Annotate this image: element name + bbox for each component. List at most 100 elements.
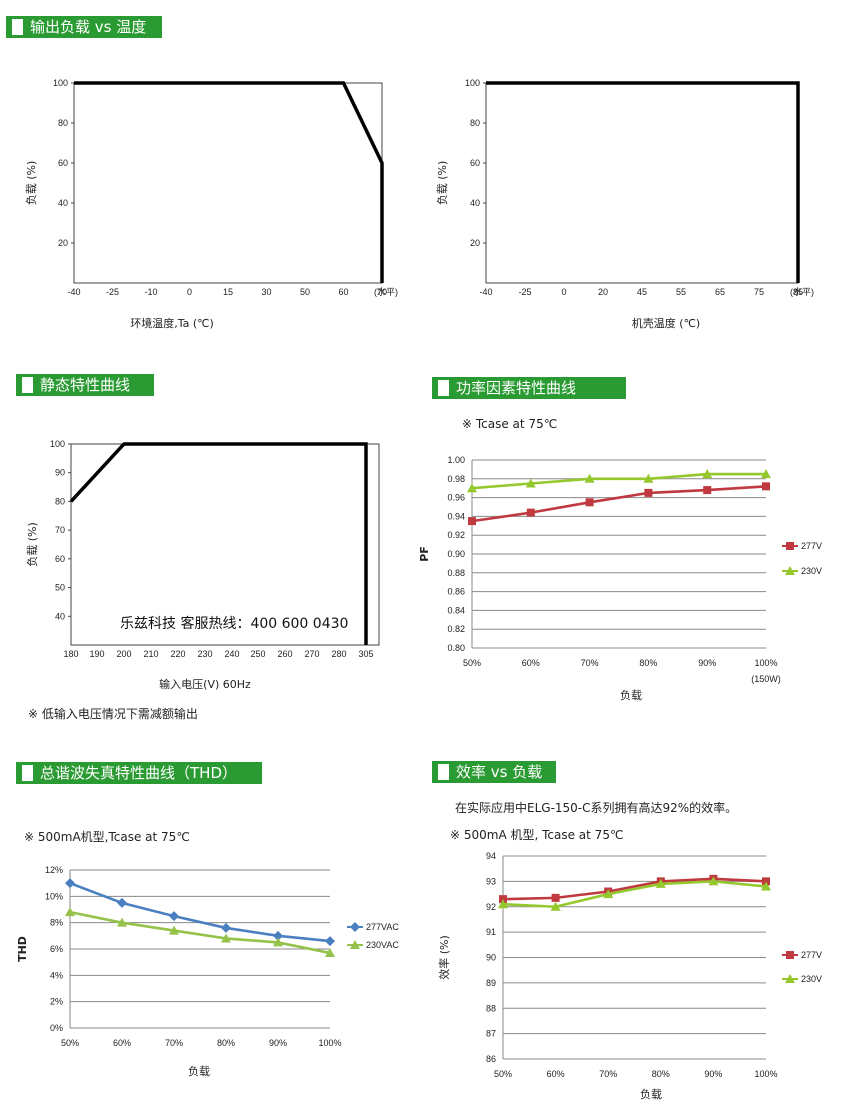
thd-y-tick-label: 6% <box>50 944 63 954</box>
derating_ambient-x-tick-label: -25 <box>106 287 119 297</box>
thd-legend-marker <box>350 922 360 932</box>
thd-data-point <box>325 936 335 947</box>
derating_case-x-tick-label: -40 <box>479 287 492 297</box>
section-title-efficiency: 效率 vs 负载 <box>432 761 556 783</box>
hotline-watermark: 乐兹科技 客服热线：400 600 0430 <box>120 616 349 632</box>
static-y-axis-label: 负载 (%) <box>25 522 39 567</box>
pf-y-tick-label: 0.98 <box>447 474 465 484</box>
pf-y-tick-label: 0.92 <box>447 530 465 540</box>
static-x-tick-label: 270 <box>304 649 319 659</box>
derating_ambient-y-axis-label: 负载 (%) <box>24 161 38 206</box>
efficiency-y-tick-label: 94 <box>486 851 496 861</box>
efficiency-y-axis-label: 效率 (%) <box>437 935 451 980</box>
efficiency-description: 在实际应用中ELG-150-C系列拥有高达92%的效率。 <box>455 801 738 815</box>
static-derating-line <box>69 442 368 645</box>
thd-y-tick-label: 2% <box>50 997 63 1007</box>
derating_ambient-x-tick-label: 70 <box>377 287 387 297</box>
thd-data-point <box>117 897 127 908</box>
pf-data-point <box>525 478 536 488</box>
thd-y-tick-label: 0% <box>50 1023 63 1033</box>
derating_case-y-tick-label: 80 <box>470 118 480 128</box>
pf-y-tick-label: 0.82 <box>447 624 465 634</box>
static-x-tick-label: 190 <box>89 649 104 659</box>
derating_case-derating-line <box>486 81 800 283</box>
efficiency-data-point <box>655 878 666 888</box>
thd-legend-label: 277VAC <box>366 922 399 932</box>
static-x-tick-label: 180 <box>63 649 78 659</box>
pf-x-tick-label: 80% <box>639 658 657 668</box>
pf-data-point <box>526 508 535 517</box>
thd-legend-marker <box>350 940 360 949</box>
derating_case-x-tick-label: 20 <box>598 287 608 297</box>
section-title-static: 静态特性曲线 <box>16 374 154 396</box>
pf-x-tick-label: 60% <box>522 658 540 668</box>
thd-x-tick-label: 90% <box>269 1038 287 1048</box>
pf-series-line <box>471 472 766 490</box>
efficiency-x-tick-label: 70% <box>599 1069 617 1079</box>
thd-data-point <box>117 917 127 927</box>
static-y-tick-label: 60 <box>55 554 65 564</box>
static-x-tick-label: 250 <box>250 649 265 659</box>
thd-data-point <box>325 947 335 957</box>
efficiency-legend-label: 230V <box>801 974 822 984</box>
static-plot-frame <box>70 443 380 646</box>
pf-data-point <box>644 488 653 497</box>
static-x-tick-label: 305 <box>358 649 373 659</box>
pf-y-tick-label: 0.86 <box>447 587 465 597</box>
thd-x-axis-label: 负载 <box>188 1064 210 1078</box>
pf-y-tick-label: 0.96 <box>447 493 465 503</box>
derating_case-x-tick-label: -25 <box>518 287 531 297</box>
derating_case-y-tick-label: 40 <box>470 198 480 208</box>
efficiency-y-tick-label: 89 <box>486 978 496 988</box>
derating_case-x-tick-label: 65 <box>715 287 725 297</box>
derating_ambient-x-tick-label: 60 <box>338 287 348 297</box>
static-x-tick-label: 240 <box>224 649 239 659</box>
thd-data-point <box>273 930 283 941</box>
pf-y-tick-label: 0.84 <box>447 605 465 615</box>
pf-y-tick-label: 0.88 <box>447 568 465 578</box>
pf-x-tick-label: 90% <box>698 658 716 668</box>
pf-legend-marker <box>786 542 794 550</box>
thd-y-tick-label: 4% <box>50 970 63 980</box>
pf-data-point <box>585 498 594 507</box>
efficiency-condition-note: ※ 500mA 机型, Tcase at 75℃ <box>450 828 624 842</box>
derating_case-y-tick-label: 100 <box>465 78 480 88</box>
derating_ambient-x-tick-label: -40 <box>67 287 80 297</box>
efficiency-x-tick-label: 90% <box>704 1069 722 1079</box>
thd-y-tick-label: 10% <box>45 891 63 901</box>
pf-x-tick-label: 70% <box>581 658 599 668</box>
derating_ambient-x-tick-label: 15 <box>223 287 233 297</box>
efficiency-y-tick-label: 88 <box>486 1003 496 1013</box>
thd-x-tick-label: 50% <box>61 1038 79 1048</box>
static-x-tick-label: 230 <box>197 649 212 659</box>
derating_case-y-tick-label: 20 <box>470 238 480 248</box>
derating_ambient-y-tick-label: 20 <box>58 238 68 248</box>
pf-data-point <box>467 483 477 493</box>
derating_ambient-y-tick-label: 80 <box>58 118 68 128</box>
derating_case-x-unit: (水平) <box>790 286 814 297</box>
section-title-load-vs-temp: 输出负载 vs 温度 <box>6 16 162 38</box>
efficiency-x-tick-label: 50% <box>494 1069 512 1079</box>
efficiency-series-line <box>502 880 767 909</box>
pf-legend-label: 277V <box>801 541 822 551</box>
pf-legend-label: 230V <box>801 566 822 576</box>
pf-x-axis-label: 负载 <box>620 688 642 702</box>
pf-legend-marker <box>785 566 795 575</box>
efficiency-legend-marker <box>786 951 794 959</box>
static-y-tick-label: 50 <box>55 583 65 593</box>
derating_case-x-tick-label: 75 <box>754 287 764 297</box>
derating_case-x-tick-label: 55 <box>676 287 686 297</box>
efficiency-y-tick-label: 86 <box>486 1054 496 1064</box>
static-x-tick-label: 220 <box>170 649 185 659</box>
pf-x-tick-label: 50% <box>463 658 481 668</box>
efficiency-y-tick-label: 91 <box>486 927 496 937</box>
derating_ambient-plot-frame <box>73 82 383 284</box>
thd-y-tick-label: 8% <box>50 918 63 928</box>
efficiency-data-point <box>708 876 719 886</box>
pf-y-tick-label: 0.80 <box>447 643 465 653</box>
static-y-tick-label: 80 <box>55 496 65 506</box>
efficiency-data-point <box>499 895 507 904</box>
pf-data-point <box>761 469 771 479</box>
pf-x-tick-label: 100% <box>754 658 777 668</box>
